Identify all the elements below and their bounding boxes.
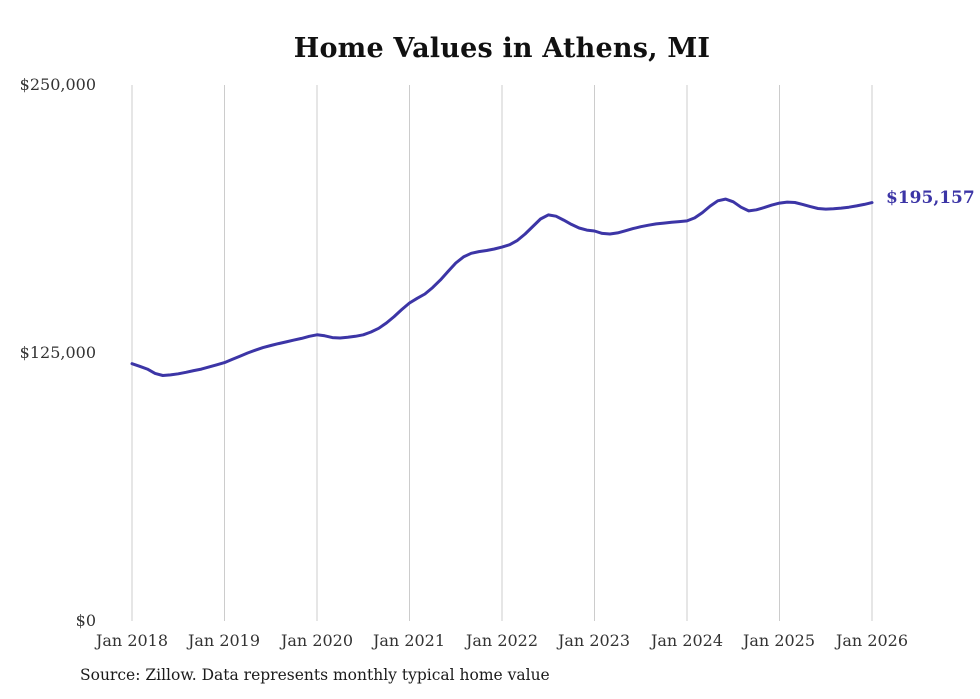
x-axis-tick-jan-2021: Jan 2021: [372, 631, 446, 650]
y-axis-tick-0: $0: [75, 611, 96, 630]
x-axis-tick-jan-2023: Jan 2023: [557, 631, 631, 650]
x-axis-tick-jan-2022: Jan 2022: [465, 631, 539, 650]
home-value-series-line: [130, 197, 874, 377]
x-axis-tick-jan-2020: Jan 2020: [280, 631, 354, 650]
x-axis-tick-jan-2019: Jan 2019: [187, 631, 261, 650]
source-note: Source: Zillow. Data represents monthly …: [80, 666, 550, 684]
x-axis-tick-jan-2025: Jan 2025: [742, 631, 816, 650]
y-axis-tick-250000: $250,000: [19, 75, 96, 94]
chart-title: Home Values in Athens, MI: [293, 33, 711, 64]
y-axis-tick-125000: $125,000: [19, 343, 96, 362]
x-axis-tick-jan-2018: Jan 2018: [95, 631, 169, 650]
x-axis-tick-jan-2024: Jan 2024: [650, 631, 724, 650]
x-axis-tick-jan-2026: Jan 2026: [835, 631, 909, 650]
latest-value-label: $195,157: [886, 188, 975, 208]
